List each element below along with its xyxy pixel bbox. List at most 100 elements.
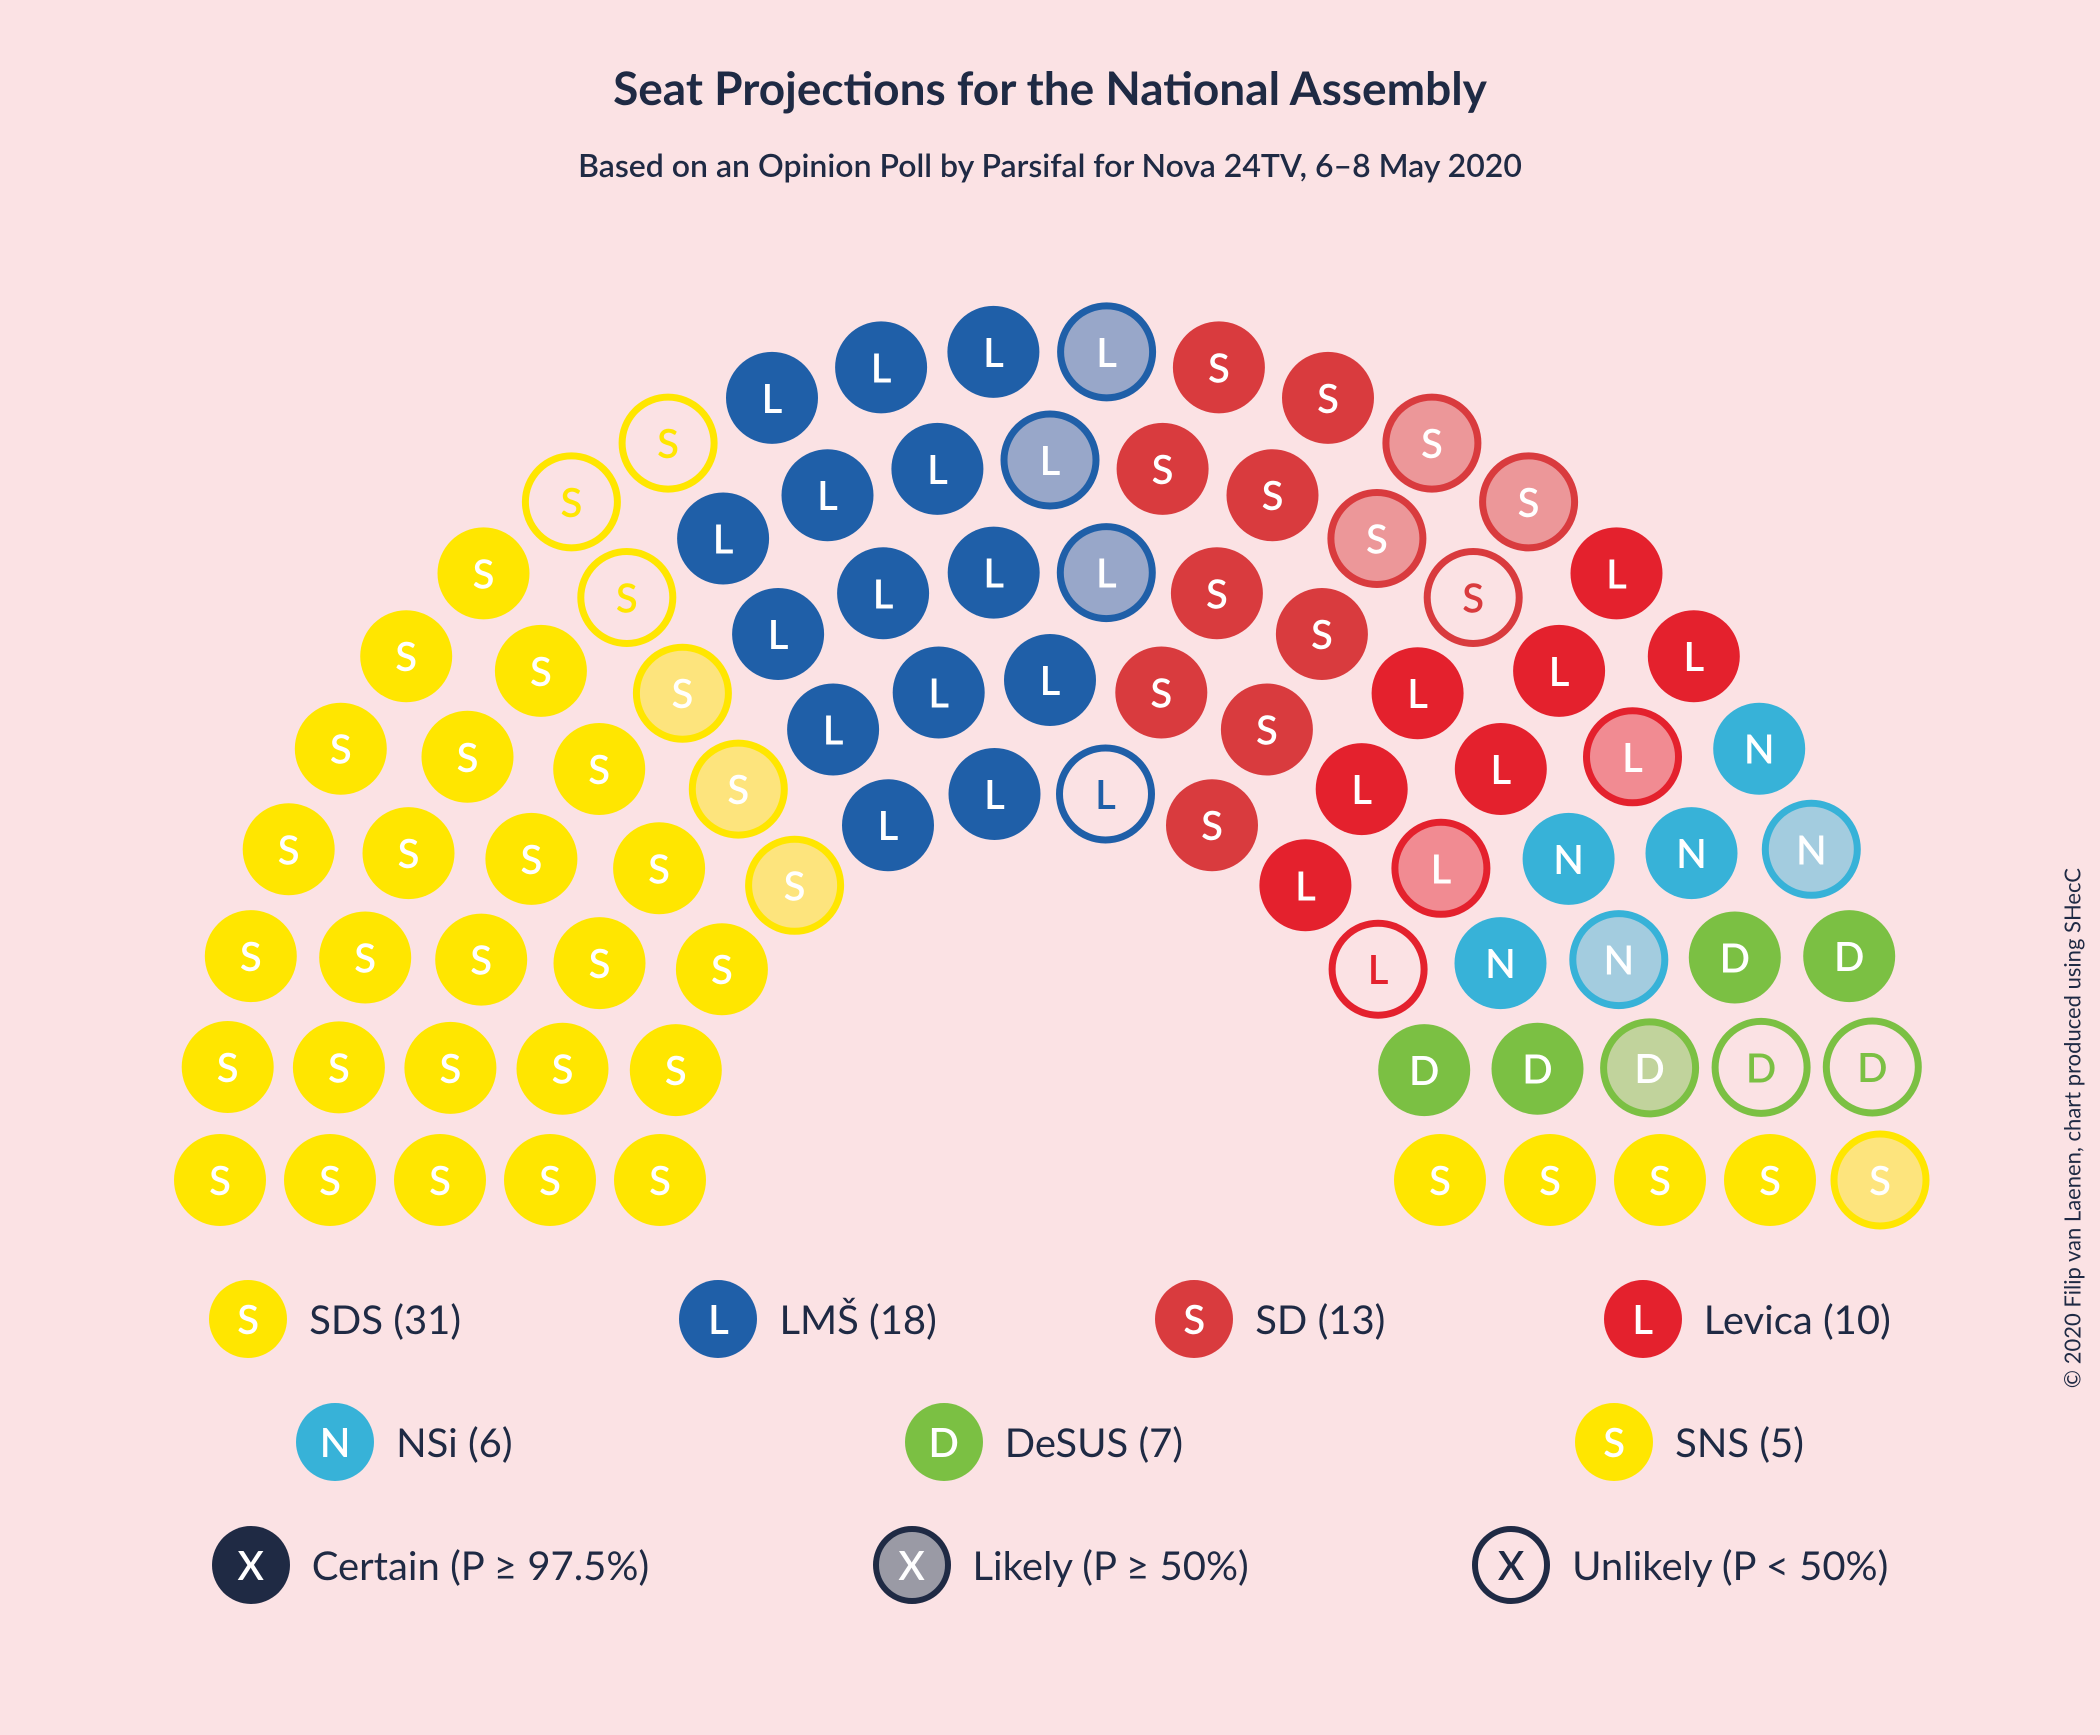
svg-text:L: L: [928, 669, 949, 717]
svg-text:S: S: [1539, 1156, 1561, 1204]
svg-text:S: S: [657, 419, 679, 467]
seat: D: [1604, 1022, 1696, 1114]
seat: S: [293, 1021, 385, 1113]
legend-swatch-likely: X: [873, 1526, 951, 1604]
legend-item-sns: S SNS (5): [1575, 1403, 1804, 1481]
seat: S: [363, 807, 455, 899]
seat: S: [504, 1134, 596, 1226]
legend-item-sds: S SDS (31): [209, 1280, 461, 1358]
seat: S: [1282, 352, 1374, 444]
svg-text:L: L: [1407, 669, 1428, 717]
seat: S: [1427, 552, 1519, 644]
seat: S: [636, 647, 728, 739]
legend-item-sd: S SD (13): [1155, 1280, 1385, 1358]
seat: S: [1483, 456, 1575, 548]
seat: S: [174, 1134, 266, 1226]
svg-text:L: L: [927, 445, 948, 493]
chart-title: Seat Projections for the National Assemb…: [0, 60, 2100, 115]
svg-text:L: L: [873, 569, 894, 617]
svg-text:S: S: [217, 1043, 239, 1091]
legend-label-likely: Likely (P ≥ 50%): [973, 1541, 1249, 1589]
seat: S: [404, 1022, 496, 1114]
svg-text:S: S: [457, 733, 479, 781]
legend-swatch-sns: S: [1575, 1403, 1653, 1481]
svg-text:L: L: [1095, 770, 1116, 818]
seat: S: [553, 723, 645, 815]
svg-text:S: S: [530, 647, 552, 695]
svg-text:L: L: [1040, 656, 1061, 704]
seat: L: [1513, 625, 1605, 717]
legend-label-nsi: NSi (6): [396, 1418, 512, 1466]
svg-text:S: S: [429, 1156, 451, 1204]
legend-label-sd: SD (13): [1255, 1295, 1385, 1343]
svg-text:L: L: [713, 515, 734, 563]
svg-text:S: S: [1869, 1156, 1891, 1204]
seat: L: [787, 684, 879, 776]
svg-text:S: S: [1518, 478, 1540, 526]
legend-item-levica: L Levica (10): [1604, 1280, 1891, 1358]
seat: N: [1765, 803, 1857, 895]
svg-text:L: L: [768, 610, 789, 658]
seat: N: [1573, 914, 1665, 1006]
svg-text:S: S: [473, 549, 495, 597]
svg-text:D: D: [1720, 934, 1750, 982]
svg-text:L: L: [871, 343, 892, 391]
seat: S: [614, 1134, 706, 1226]
seat: S: [435, 914, 527, 1006]
seat: N: [1455, 917, 1547, 1009]
legend-swatch-sds: S: [209, 1280, 287, 1358]
seat: L: [1648, 610, 1740, 702]
seat: S: [1115, 647, 1207, 739]
legend-swatch-levica: L: [1604, 1280, 1682, 1358]
svg-text:D: D: [1409, 1046, 1439, 1094]
seat: S: [676, 923, 768, 1015]
svg-text:S: S: [1366, 515, 1388, 563]
svg-text:S: S: [1150, 669, 1172, 717]
svg-text:L: L: [1683, 632, 1704, 680]
svg-text:L: L: [878, 801, 899, 849]
seat: L: [1455, 723, 1547, 815]
svg-text:L: L: [1606, 549, 1627, 597]
legend-item-certain: X Certain (P ≥ 97.5%): [212, 1526, 649, 1604]
svg-text:S: S: [1206, 569, 1228, 617]
legend-swatch-certain: X: [212, 1526, 290, 1604]
seat: L: [782, 449, 874, 541]
credit-text: © 2020 Filip van Laenen, chart produced …: [2059, 868, 2086, 1388]
svg-text:S: S: [470, 936, 492, 984]
seat: L: [949, 748, 1041, 840]
seat: L: [1061, 306, 1153, 398]
svg-text:S: S: [278, 825, 300, 873]
seat: S: [485, 813, 577, 905]
seat: L: [1004, 634, 1096, 726]
svg-text:S: S: [1262, 471, 1284, 519]
svg-text:S: S: [784, 861, 806, 909]
seat: L: [835, 321, 927, 413]
seat: L: [1060, 748, 1152, 840]
seat: S: [284, 1134, 376, 1226]
svg-text:S: S: [1649, 1156, 1671, 1204]
seat: D: [1715, 1021, 1807, 1113]
svg-text:S: S: [240, 932, 262, 980]
seat: S: [205, 910, 297, 1002]
seat: S: [1394, 1134, 1486, 1226]
svg-text:N: N: [1603, 936, 1634, 984]
legend-item-lms: L LMŠ (18): [679, 1280, 936, 1358]
legend-row-parties-2: N NSi (6) D DeSUS (7) S SNS (5): [100, 1403, 2000, 1481]
svg-text:S: S: [209, 1156, 231, 1204]
seat: L: [837, 547, 929, 639]
svg-text:L: L: [1622, 733, 1643, 781]
seat: N: [1523, 813, 1615, 905]
legend-row-certainty: X Certain (P ≥ 97.5%) X Likely (P ≥ 50%)…: [100, 1526, 2000, 1604]
svg-text:L: L: [984, 770, 1005, 818]
seat: S: [394, 1134, 486, 1226]
svg-text:S: S: [616, 574, 638, 622]
svg-text:N: N: [1485, 939, 1516, 987]
svg-text:S: S: [1201, 801, 1223, 849]
svg-text:L: L: [1549, 647, 1570, 695]
legend-label-desus: DeSUS (7): [1005, 1418, 1183, 1466]
svg-text:N: N: [1744, 725, 1775, 773]
seat: S: [295, 703, 387, 795]
seat: D: [1689, 912, 1781, 1004]
seat: S: [554, 917, 646, 1009]
seat: L: [1060, 527, 1152, 619]
